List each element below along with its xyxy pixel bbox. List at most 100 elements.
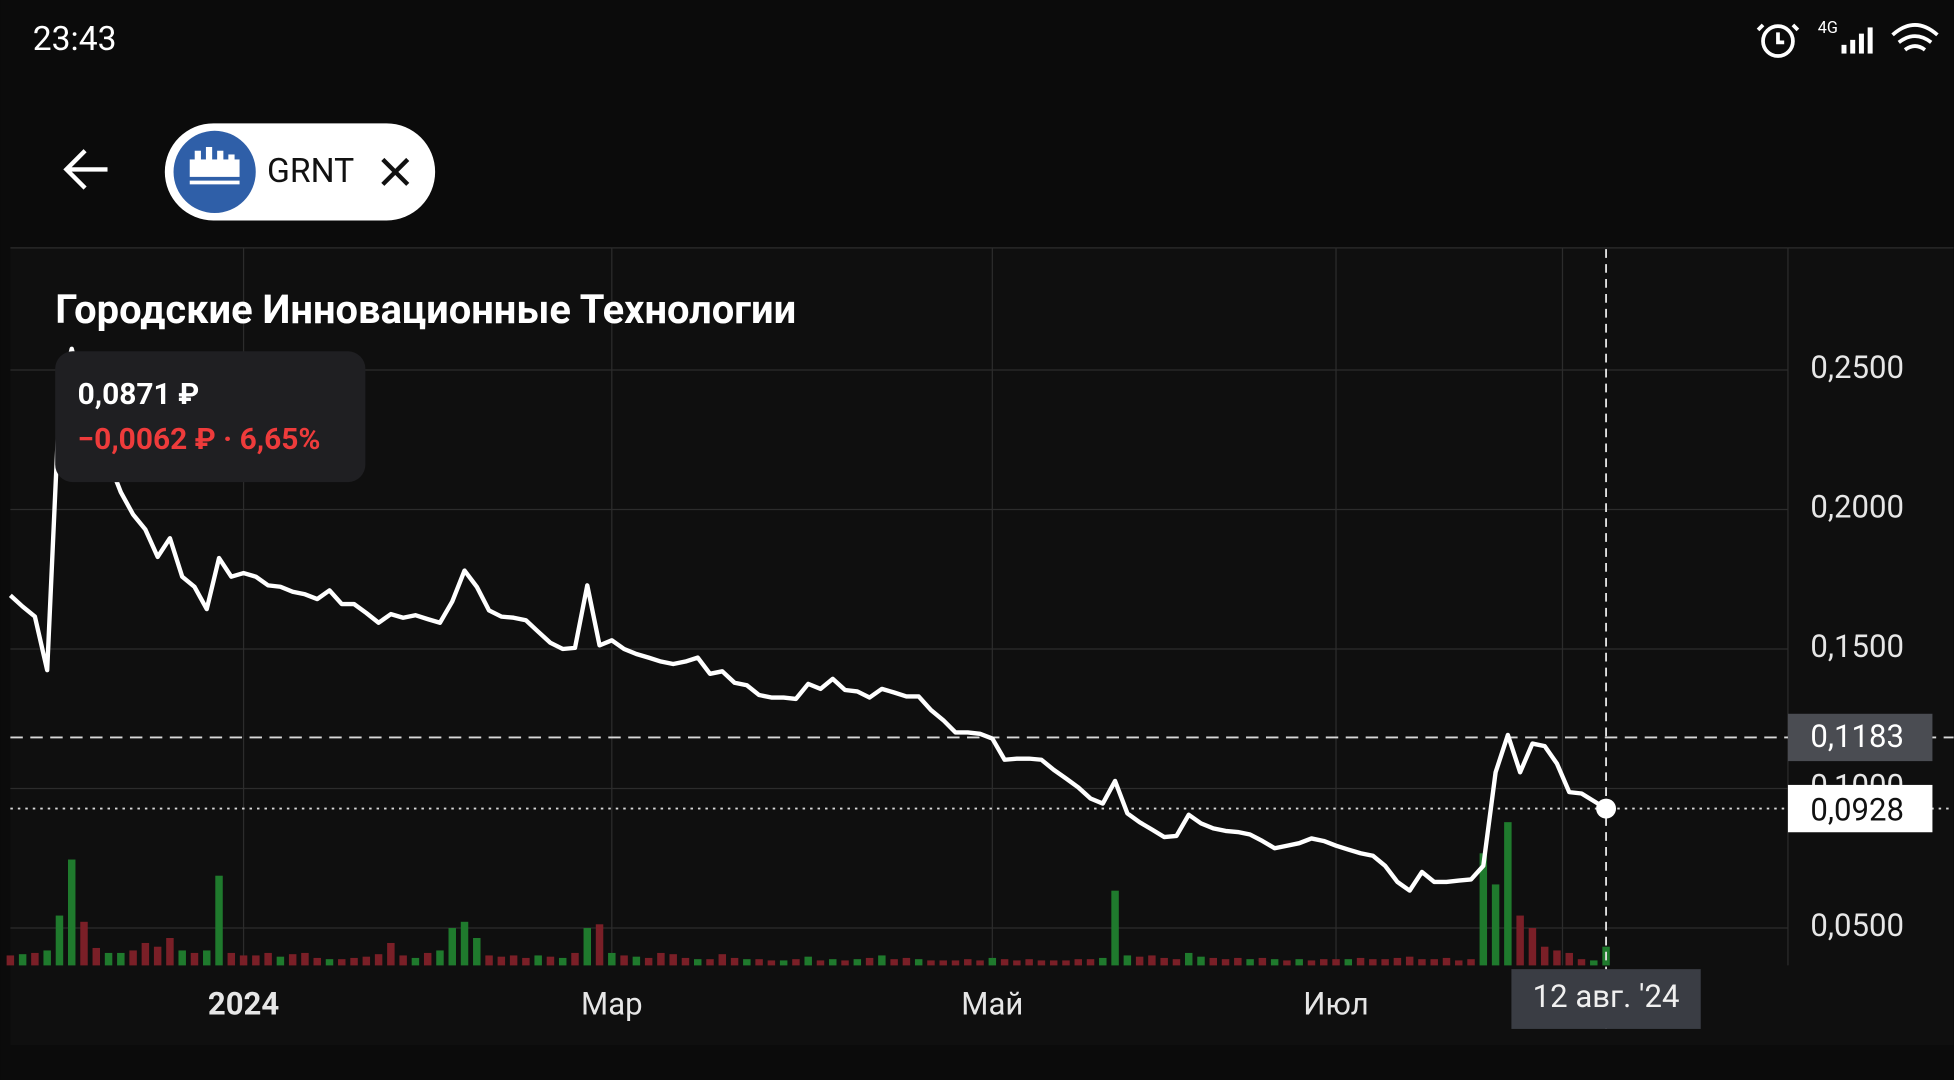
volume-bar xyxy=(67,859,76,966)
volume-bar xyxy=(1013,960,1021,966)
volume-bar xyxy=(55,915,64,966)
volume-bar xyxy=(1172,959,1181,966)
volume-bar xyxy=(43,950,51,966)
volume-bar xyxy=(1344,959,1353,966)
volume-bar xyxy=(1590,960,1598,966)
volume-bar xyxy=(80,921,88,966)
status-icons: 4G xyxy=(1756,18,1939,58)
volume-bar xyxy=(1086,959,1095,966)
volume-bar xyxy=(620,955,628,966)
volume-bar xyxy=(276,956,285,966)
crosshair-date-box xyxy=(1511,969,1701,1029)
volume-bar xyxy=(608,952,616,966)
volume-bar xyxy=(964,959,972,966)
volume-bar xyxy=(1418,959,1426,966)
x-tick-label: Мар xyxy=(581,986,643,1023)
volume-bar xyxy=(264,952,272,966)
volume-bar xyxy=(436,950,444,966)
back-button[interactable] xyxy=(63,149,108,190)
volume-bar xyxy=(1455,960,1463,966)
volume-bar xyxy=(473,937,481,966)
volume-bar xyxy=(1209,957,1218,966)
volume-bar xyxy=(927,960,935,966)
volume-bar xyxy=(18,954,27,966)
volume-bar xyxy=(1504,822,1512,966)
crosshair-dot xyxy=(1596,798,1617,819)
status-network: 4G xyxy=(1818,18,1838,37)
volume-bar xyxy=(497,956,506,966)
volume-bar xyxy=(534,955,542,966)
volume-bar xyxy=(252,955,260,966)
volume-bar xyxy=(1221,959,1230,966)
volume-bar xyxy=(1270,959,1279,966)
volume-bar xyxy=(301,952,309,966)
crosshair-date: 12 авг. '24 xyxy=(1533,978,1680,1015)
volume-bar xyxy=(1307,960,1316,966)
volume-bar xyxy=(853,959,862,966)
volume-bar xyxy=(1160,957,1168,966)
price-line xyxy=(8,346,1608,893)
high-box xyxy=(1787,713,1933,762)
volume-bar xyxy=(841,960,849,966)
close-button[interactable] xyxy=(381,157,410,186)
volume-bar xyxy=(988,957,997,966)
volume-bar xyxy=(1320,959,1328,966)
plot: 0,05000,10000,15000,20000,25002024МарМай… xyxy=(6,247,1954,1029)
volume-bar xyxy=(215,875,223,966)
volume-bar xyxy=(1099,957,1107,966)
volume-bar xyxy=(1369,959,1377,966)
volume-bar xyxy=(399,955,407,966)
volume-bar xyxy=(951,960,960,966)
volume-bar xyxy=(743,959,751,966)
volume-bar xyxy=(1540,946,1549,966)
volume-bar xyxy=(1111,890,1119,966)
volume-bar xyxy=(644,957,653,966)
tooltip-change: −0,0062 ₽ · 6,65% xyxy=(78,422,321,457)
volume-bar xyxy=(755,959,763,966)
volume-bar xyxy=(313,957,321,966)
volume-bar xyxy=(141,942,150,966)
volume-bar xyxy=(669,954,677,966)
volume-bar xyxy=(865,957,874,966)
volume-bar xyxy=(166,937,174,966)
volume-bar xyxy=(1565,952,1573,966)
volume-bar xyxy=(362,956,371,966)
volume-bar xyxy=(374,954,383,966)
logo-mark xyxy=(189,146,240,185)
volume-bar xyxy=(1393,957,1402,966)
volume-bar xyxy=(1283,960,1291,966)
volume-bar xyxy=(1356,957,1365,966)
volume-bar xyxy=(239,955,248,966)
volume-bar xyxy=(976,960,984,966)
volume-bar xyxy=(104,952,113,966)
high-label: 0,1183 xyxy=(1810,718,1904,755)
volume-bar xyxy=(423,952,432,966)
volume-bar xyxy=(878,955,886,966)
volume-bar xyxy=(816,960,825,966)
volume-bar xyxy=(571,952,579,966)
volume-bar xyxy=(1000,959,1009,966)
volume-bar xyxy=(387,942,395,966)
volume-bar xyxy=(460,921,469,966)
volume-bar xyxy=(1025,959,1033,966)
volume-bar xyxy=(804,956,812,966)
volume-bar xyxy=(153,946,162,966)
volume-bar xyxy=(190,952,199,966)
volume-bar xyxy=(288,954,297,966)
volume-bar xyxy=(1037,960,1046,966)
volume-bar xyxy=(681,957,690,966)
volume-bar xyxy=(1467,959,1475,966)
volume-bar xyxy=(1442,957,1451,966)
volume-bar xyxy=(546,956,555,966)
volume-bar xyxy=(767,960,776,966)
y-tick-label: 0,2500 xyxy=(1810,349,1904,386)
y-tick-label: 0,1500 xyxy=(1810,628,1904,665)
y-tick-label: 0,0500 xyxy=(1810,907,1904,944)
volume-bar xyxy=(129,950,137,966)
status-time: 23:43 xyxy=(33,20,117,59)
volume-bar xyxy=(227,952,236,966)
volume-bar xyxy=(1405,956,1414,966)
tooltip-price: 0,0871 ₽ xyxy=(78,377,200,412)
volume-bar xyxy=(1479,853,1488,966)
